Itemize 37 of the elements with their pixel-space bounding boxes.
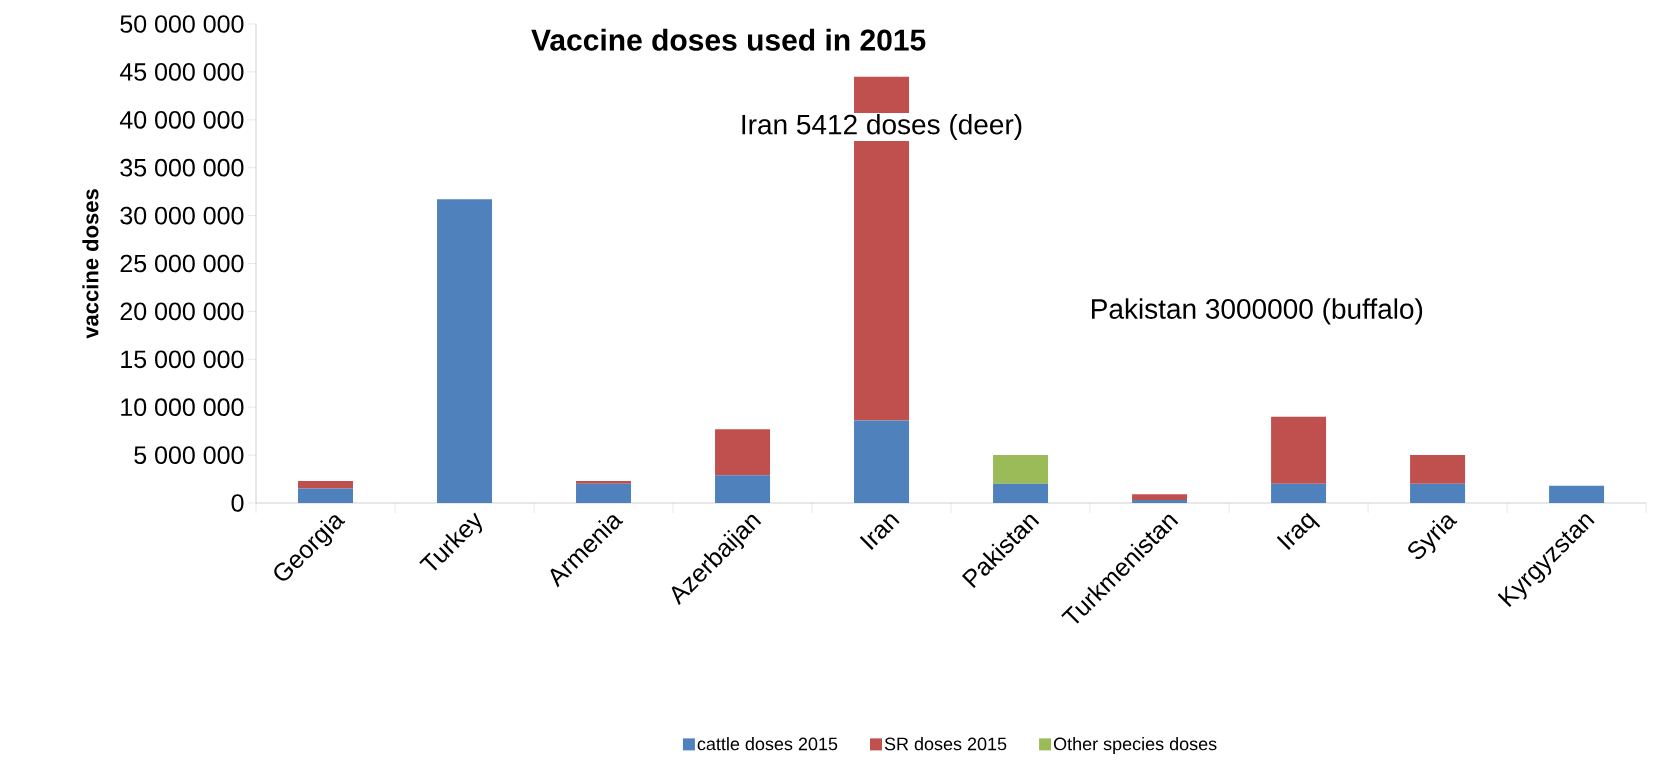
bar [993, 483, 1049, 503]
bar [1410, 455, 1466, 484]
legend-label: Other species doses [1053, 737, 1217, 754]
y-tick-label: 0 [231, 494, 244, 512]
bar [576, 480, 632, 484]
y-tick-label: 35 000 000 [120, 158, 244, 177]
bar [1410, 483, 1466, 503]
y-tick-label: 20 000 000 [120, 302, 244, 321]
bar [715, 475, 771, 503]
y-tick-label: 10 000 000 [121, 398, 244, 417]
y-axis-title: vaccine doses [82, 189, 99, 339]
y-tick-label: 45 000 000 [119, 63, 244, 81]
y-tick-label: 30 000 000 [120, 206, 244, 225]
y-tick-label: 25 000 000 [120, 254, 244, 273]
bar [576, 483, 632, 503]
bar [1271, 416, 1327, 484]
legend-label: cattle doses 2015 [697, 737, 838, 751]
bar [1132, 494, 1188, 501]
bar [993, 455, 1049, 484]
bar [1271, 483, 1327, 503]
y-tick-label: 50 000 000 [120, 15, 244, 33]
y-tick-label: 40 000 000 [119, 110, 244, 129]
annotation: Pakistan 3000000 (buffalo) [1092, 298, 1423, 325]
bar [298, 480, 354, 489]
bar [298, 488, 354, 503]
chart-title: Vaccine doses used in 2015 [531, 28, 926, 51]
annotation: Iran 5412 doses (deer) [742, 113, 1022, 141]
bar [854, 420, 910, 503]
y-tick-label: 5 000 000 [134, 446, 244, 464]
bar [1132, 500, 1188, 503]
bar [715, 429, 771, 476]
y-tick-label: 15 000 000 [121, 350, 244, 369]
x-tick-label: Iran [859, 514, 900, 550]
bar [437, 199, 493, 503]
x-tick-label: Iraq [1276, 512, 1321, 550]
bar [1549, 485, 1605, 503]
legend-label: SR doses 2015 [884, 737, 1007, 751]
